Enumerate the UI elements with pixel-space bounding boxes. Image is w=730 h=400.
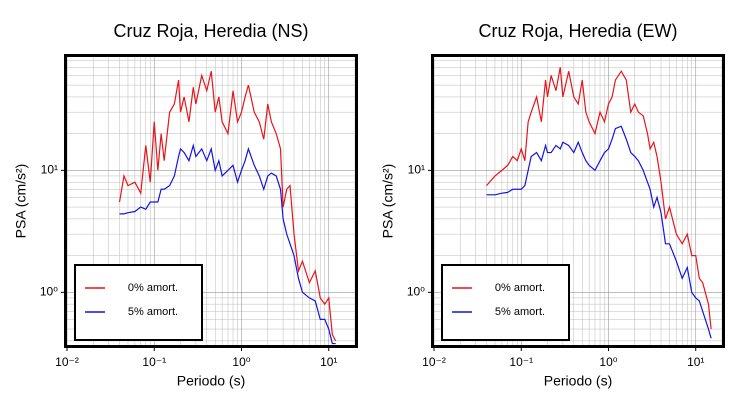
data-line [118,71,337,342]
legend-label: 5% amort. [128,306,178,318]
legend-label: 5% amort. [495,306,545,318]
x-tick-label: 10¹ [320,355,337,369]
y-axis-label: PSA (cm/s²) [380,164,396,239]
x-axis-label: Periodo (s) [544,373,612,389]
x-axis-label: Periodo (s) [177,373,245,389]
x-tick-label: 10⁻² [55,355,79,369]
chart: Cruz Roja, Heredia (NS) 10⁻² 10⁻¹ 10⁰ 10¹ 10⁰… [13,21,358,389]
legend: 0% amort. 5% amort. [441,264,570,341]
plot-clip-group [118,71,337,345]
plot-clip-group [486,67,712,339]
x-tick-label: 10⁻² [422,355,446,369]
plot-frame [431,54,725,348]
legend-box [441,264,570,341]
x-tick-label: 10¹ [687,355,704,369]
data-line [486,125,712,339]
legend: 0% amort. 5% amort. [74,264,203,341]
y-tick-label: 10¹ [41,163,58,177]
data-line [486,67,712,330]
y-tick-label: 10¹ [408,163,425,177]
legend-label: 0% amort. [495,282,545,294]
x-tick-label: 10⁻¹ [142,355,166,369]
chart: Cruz Roja, Heredia (EW) 10⁻² 10⁻¹ 10⁰ 10¹ 10⁰… [380,21,725,389]
chart-title: Cruz Roja, Heredia (NS) [113,21,308,41]
plot-frame [64,54,358,348]
x-tick-label: 10⁰ [232,355,250,369]
x-tick-label: 10⁰ [599,355,617,369]
y-axis-label: PSA (cm/s²) [13,164,29,239]
y-tick-label: 10⁰ [40,285,58,299]
chart-title: Cruz Roja, Heredia (EW) [478,21,677,41]
data-line [119,143,336,345]
legend-label: 0% amort. [128,282,178,294]
x-tick-label: 10⁻¹ [509,355,533,369]
legend-box [74,264,203,341]
y-tick-label: 10⁰ [407,285,425,299]
